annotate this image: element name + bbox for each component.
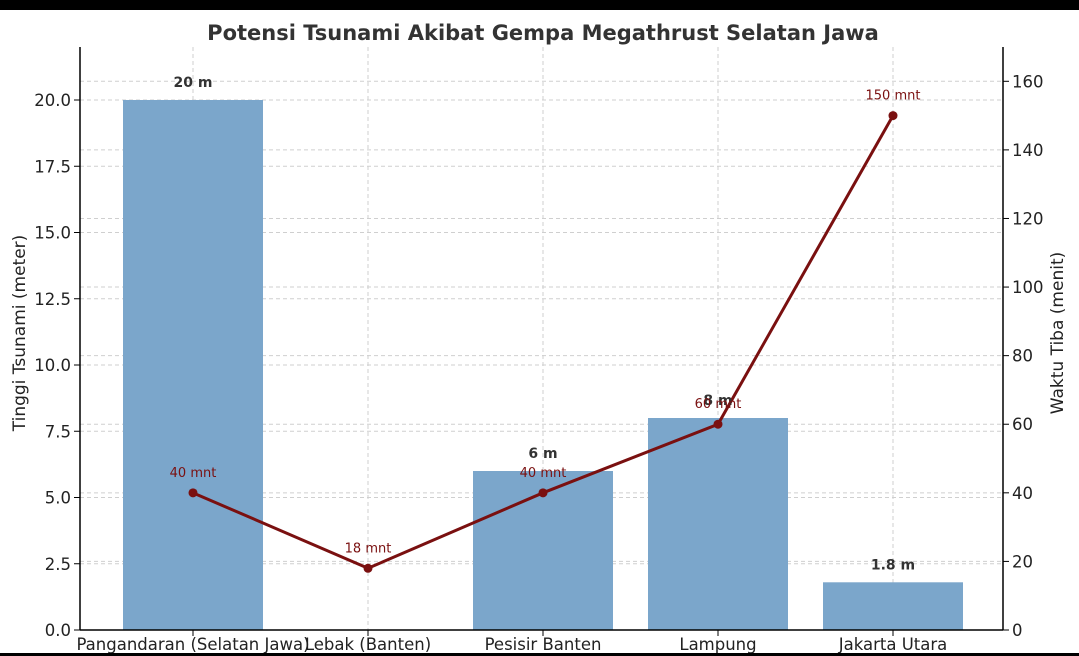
chart-title: Potensi Tsunami Akibat Gempa Megathrust … (207, 21, 879, 45)
time-value-label: 18 mnt (345, 541, 392, 556)
x-tick-label: Lebak (Banten) (305, 635, 431, 654)
y-tick-label: 2.5 (45, 555, 71, 574)
y-tick-label: 10.0 (34, 356, 71, 375)
time-value-label: 40 mnt (170, 466, 217, 481)
bar (823, 582, 963, 630)
bar-value-label: 20 m (174, 75, 213, 91)
y2-tick-label: 60 (1012, 415, 1033, 434)
x-tick-label: Jakarta Utara (838, 635, 948, 654)
y2-axis-label: Waktu Tiba (menit) (1048, 252, 1068, 414)
y2-tick-label: 120 (1012, 209, 1044, 228)
y-tick-label: 20.0 (34, 91, 71, 110)
axis-layer: 0.0 2.5 5.0 7.5 10.0 12.5 15.0 17.5 20.0 0 20 40 60 8… (34, 47, 1044, 654)
label-layer: 20 m 6 m 8 m 1.8 m 40 mnt 18 mnt 40 mnt 60 mnt 1… (170, 75, 921, 573)
x-tick-label: Pesisir Banten (485, 635, 602, 654)
y-tick-label: 15.0 (34, 224, 71, 243)
x-tick-label: Lampung (679, 635, 756, 654)
time-point (188, 488, 198, 498)
time-point (538, 488, 548, 498)
bar-layer (123, 100, 963, 630)
bar-value-label: 8 m (703, 393, 732, 409)
y2-tick-label: 0 (1012, 621, 1023, 640)
time-value-label: 60 mnt (695, 397, 742, 412)
bar (648, 418, 788, 630)
bar-value-label: 1.8 m (871, 557, 915, 573)
y2-tick-label: 20 (1012, 552, 1033, 571)
y-tick-label: 5.0 (45, 489, 71, 508)
y-tick-label: 0.0 (45, 621, 71, 640)
y-tick-label: 7.5 (45, 422, 71, 441)
bar (473, 471, 613, 630)
y2-tick-label: 160 (1012, 72, 1044, 91)
y-tick-label: 17.5 (34, 157, 71, 176)
time-point (363, 563, 373, 573)
time-point (888, 111, 898, 121)
line-layer (188, 111, 898, 573)
y2-tick-label: 100 (1012, 278, 1044, 297)
y2-tick-label: 40 (1012, 484, 1033, 503)
y-tick-label: 12.5 (34, 290, 71, 309)
bar (123, 100, 263, 630)
time-point (713, 419, 723, 429)
time-value-label: 40 mnt (520, 466, 567, 481)
x-tick-label: Pangandaran (Selatan Jawa) (76, 635, 309, 654)
bar-value-label: 6 m (528, 446, 557, 462)
time-value-label: 150 mnt (866, 89, 921, 104)
y2-tick-label: 140 (1012, 141, 1044, 160)
y2-tick-label: 80 (1012, 347, 1033, 366)
y-axis-label: Tinggi Tsunami (meter) (10, 235, 30, 433)
